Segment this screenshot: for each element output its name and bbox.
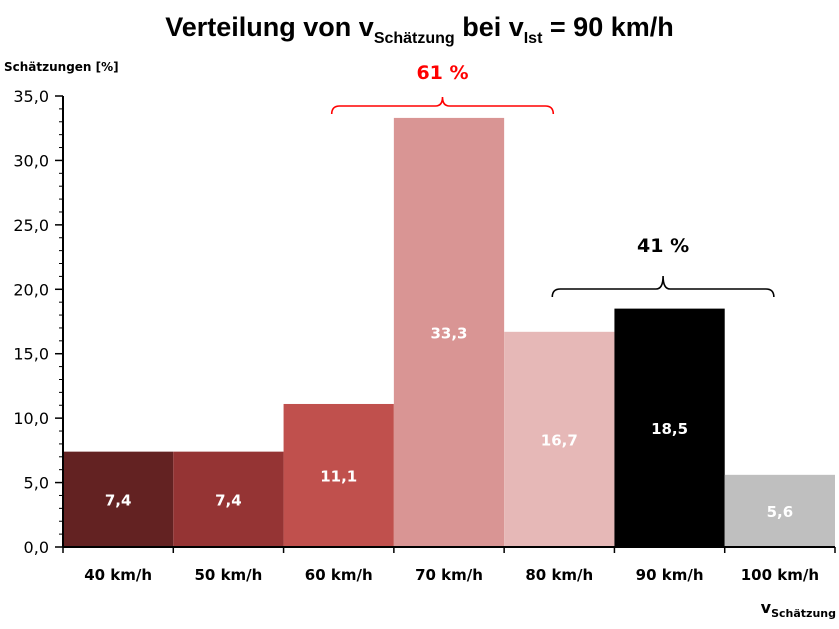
bar-value-label-3: 33,3 [430,324,467,342]
bar-value-label-5: 18,5 [651,420,688,438]
y-tick-label-4: 20,0 [13,280,49,299]
x-tick-label-0: 40 km/h [84,566,152,584]
y-tick-label-7: 35,0 [13,87,49,106]
title-sub-ist: Ist [523,30,543,47]
y-tick-label-1: 5,0 [24,474,49,493]
y-tick-label-5: 25,0 [13,216,49,235]
bar-5 [614,308,725,547]
bar-1 [173,451,284,547]
bar-6 [724,474,835,547]
x-tick-label-2: 60 km/h [305,566,373,584]
bar-4 [504,331,615,547]
x-axis-label-main: v [760,598,772,617]
x-tick-label-4: 80 km/h [525,566,593,584]
bar-value-label-4: 16,7 [541,431,578,449]
bar-value-label-2: 11,1 [320,467,357,485]
x-axis-label: vSchätzung [760,598,836,620]
bar-3 [393,117,505,548]
y-tick-label-0: 0,0 [24,538,49,557]
title-prefix: Verteilung von v [165,12,374,42]
x-tick-label-3: 70 km/h [415,566,483,584]
bar-value-label-6: 5,6 [767,503,794,521]
group-brace-0 [330,96,555,115]
group-brace-1 [551,275,775,298]
bar-value-label-1: 7,4 [215,491,242,509]
group-label-61: 61 % [416,62,469,84]
title-suffix: = 90 km/h [542,12,674,42]
x-tick-label-5: 90 km/h [636,566,704,584]
group-label-41: 41 % [637,235,690,257]
chart-title: Verteilung von vSchätzung bei vIst = 90 … [0,12,839,47]
title-sub-schaetzung: Schätzung [373,30,455,47]
y-tick-label-3: 15,0 [13,345,49,364]
y-axis-label: Schätzungen [%] [4,60,119,74]
bar-value-label-0: 7,4 [105,491,132,509]
bar-2 [283,403,394,547]
y-tick-label-6: 30,0 [13,151,49,170]
y-tick-label-2: 10,0 [13,409,49,428]
x-axis-label-sub: Schätzung [771,607,836,620]
title-middle: bei v [454,12,524,42]
x-tick-label-6: 100 km/h [741,566,819,584]
bar-0 [63,451,174,547]
x-tick-label-1: 50 km/h [194,566,262,584]
